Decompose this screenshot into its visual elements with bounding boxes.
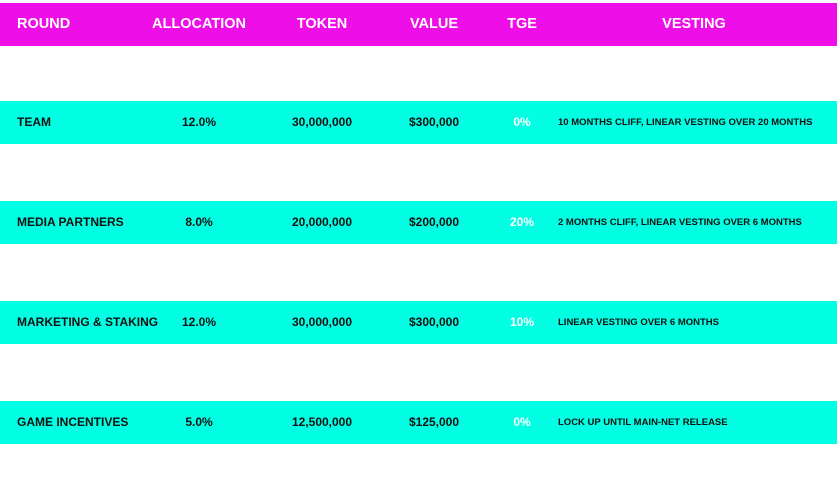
- header-tge: TGE: [507, 16, 537, 32]
- table-row: MARKETING & STAKING 12.0% 30,000,000 $30…: [0, 301, 837, 344]
- row-allocation: 5.0%: [185, 415, 213, 429]
- row-vesting: LOCK UP UNTIL MAIN-NET RELEASE: [558, 417, 728, 428]
- row-round: MEDIA PARTNERS: [17, 215, 124, 229]
- row-token: 30,000,000: [291, 315, 353, 329]
- header-vesting: VESTING: [662, 16, 726, 32]
- row-value: $300,000: [408, 115, 460, 129]
- table-header: ROUND ALLOCATION TOKEN VALUE TGE VESTING: [0, 3, 837, 46]
- row-value: $300,000: [408, 315, 460, 329]
- row-allocation: 12.0%: [181, 115, 217, 129]
- row-allocation: 8.0%: [185, 215, 213, 229]
- row-value: $200,000: [408, 215, 460, 229]
- row-token: 30,000,000: [291, 115, 353, 129]
- row-token: 12,500,000: [291, 415, 353, 429]
- header-token: TOKEN: [296, 16, 348, 32]
- row-vesting: 2 MONTHS CLIFF, LINEAR VESTING OVER 6 MO…: [558, 217, 802, 228]
- row-tge: 0%: [513, 415, 531, 429]
- row-round: GAME INCENTIVES: [17, 415, 129, 429]
- table-row: GAME INCENTIVES 5.0% 12,500,000 $125,000…: [0, 401, 837, 444]
- row-allocation: 12.0%: [181, 315, 217, 329]
- row-vesting: LINEAR VESTING OVER 6 MONTHS: [558, 317, 719, 328]
- header-allocation: ALLOCATION: [152, 16, 246, 32]
- row-value: $125,000: [408, 415, 460, 429]
- row-tge: 0%: [513, 115, 531, 129]
- row-round: TEAM: [17, 115, 51, 129]
- row-tge: 10%: [509, 315, 535, 329]
- row-token: 20,000,000: [291, 215, 353, 229]
- row-round: MARKETING & STAKING: [17, 315, 159, 329]
- table-row: MEDIA PARTNERS 8.0% 20,000,000 $200,000 …: [0, 201, 837, 244]
- header-round: ROUND: [17, 16, 71, 32]
- row-tge: 20%: [509, 215, 535, 229]
- header-value: VALUE: [409, 16, 459, 32]
- row-vesting: 10 MONTHS CLIFF, LINEAR VESTING OVER 20 …: [558, 117, 813, 128]
- table-row: TEAM 12.0% 30,000,000 $300,000 0% 10 MON…: [0, 101, 837, 144]
